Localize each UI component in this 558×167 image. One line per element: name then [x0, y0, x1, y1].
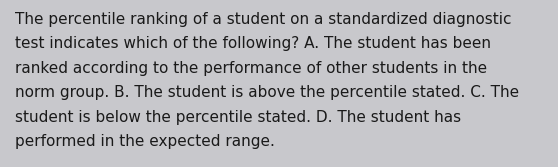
Text: student is below the percentile stated. D. The student has: student is below the percentile stated. …	[15, 110, 461, 125]
Text: The percentile ranking of a student on a standardized diagnostic: The percentile ranking of a student on a…	[15, 12, 512, 27]
Text: ranked according to the performance of other students in the: ranked according to the performance of o…	[15, 61, 487, 76]
Text: norm group. B. The student is above the percentile stated. C. The: norm group. B. The student is above the …	[15, 85, 519, 100]
Text: test indicates which of the following? A. The student has been: test indicates which of the following? A…	[15, 36, 491, 51]
Text: performed in the expected range.: performed in the expected range.	[15, 134, 275, 149]
